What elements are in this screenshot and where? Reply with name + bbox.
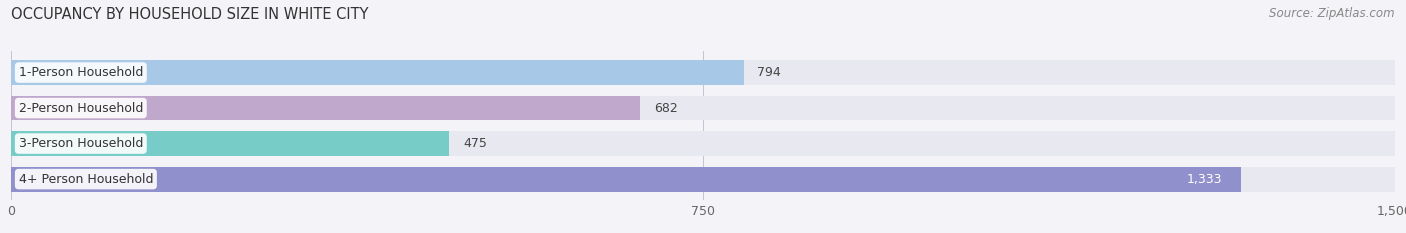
Bar [11, 60, 744, 85]
Text: OCCUPANCY BY HOUSEHOLD SIZE IN WHITE CITY: OCCUPANCY BY HOUSEHOLD SIZE IN WHITE CIT… [11, 7, 368, 22]
Bar [11, 96, 1395, 120]
Bar [11, 60, 1395, 85]
Text: 3-Person Household: 3-Person Household [18, 137, 143, 150]
Text: 475: 475 [463, 137, 486, 150]
Bar [11, 96, 640, 120]
Text: 682: 682 [654, 102, 678, 115]
Text: 4+ Person Household: 4+ Person Household [18, 173, 153, 185]
Bar [11, 131, 450, 156]
Bar [11, 167, 1395, 192]
Text: 794: 794 [758, 66, 782, 79]
Bar [11, 131, 1395, 156]
Bar [11, 167, 1240, 192]
Text: 1,333: 1,333 [1187, 173, 1222, 185]
Text: 2-Person Household: 2-Person Household [18, 102, 143, 115]
Text: Source: ZipAtlas.com: Source: ZipAtlas.com [1270, 7, 1395, 20]
Text: 1-Person Household: 1-Person Household [18, 66, 143, 79]
